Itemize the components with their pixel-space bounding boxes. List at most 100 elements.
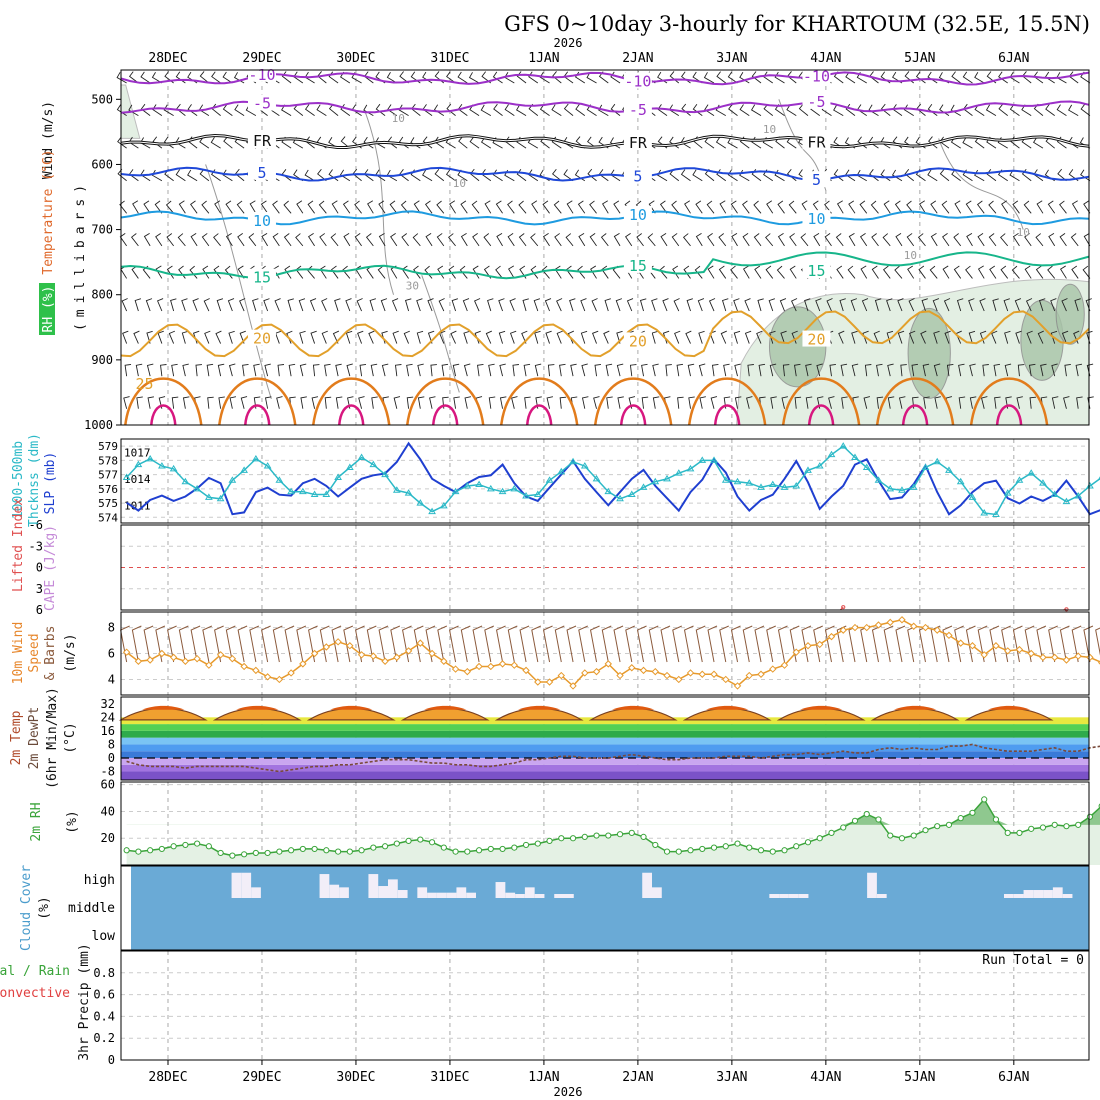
wind10-point [263, 673, 272, 681]
cloud-high-bar [241, 872, 252, 898]
cloud-high-bar [524, 887, 535, 898]
wind-barb [744, 330, 752, 344]
wind-barb [134, 298, 142, 312]
thickness-point [204, 493, 213, 500]
cloud-high-bar [378, 886, 388, 898]
wind-barb [593, 396, 600, 409]
wind-barb [716, 169, 727, 182]
wind-barb [182, 396, 190, 409]
wind-barb [274, 298, 281, 312]
wind-barb [998, 71, 1008, 84]
wind-barb [859, 200, 868, 214]
wind-barb [575, 104, 586, 116]
wind-barb [906, 200, 915, 214]
wind-barb [215, 330, 222, 344]
slp-tick-1014: 1014 [124, 473, 151, 486]
wind-barb [742, 233, 750, 247]
wind-barb [321, 298, 328, 312]
wind-barb [146, 363, 154, 377]
cloud-high-bar [564, 894, 574, 898]
precip-legend-rain: Total / Rain [0, 964, 70, 979]
temp-hump-core-1 [236, 705, 279, 710]
rh2m-point [264, 849, 271, 857]
temp-band-4 [121, 744, 1089, 752]
wind-barb [400, 200, 409, 214]
wind-barb [472, 233, 480, 247]
wind10-point [346, 642, 354, 650]
wind-barb [756, 330, 763, 344]
precip-tick-0: 0 [108, 1053, 115, 1067]
wind-barb [236, 200, 245, 214]
wind-barb [222, 104, 233, 116]
wind-barb [166, 265, 175, 279]
rh2m-point [922, 827, 929, 834]
wind-barb [281, 71, 292, 84]
wind-barb [894, 200, 903, 214]
wind-barb [648, 200, 656, 214]
wind10-point [381, 657, 389, 665]
wind10-point [733, 682, 742, 690]
thickness-point [240, 466, 248, 473]
wind-barb [1076, 396, 1083, 409]
wind10-barb [954, 625, 964, 663]
wind-barb [903, 104, 914, 116]
wind10-point [1074, 652, 1082, 660]
wind-barb [413, 265, 421, 279]
thickness-point [956, 477, 965, 485]
wind-barb [335, 396, 343, 409]
wind10-point [639, 666, 648, 675]
wind-barb [836, 265, 844, 279]
thickness-point [463, 482, 472, 489]
wind-barb [484, 200, 492, 214]
wind-barb [1025, 298, 1033, 312]
wind-barb [299, 330, 306, 344]
precip-tick-0.4: 0.4 [93, 1009, 115, 1023]
wind-barb [652, 396, 660, 409]
thickness-line [126, 445, 1100, 516]
thickness-point [275, 476, 284, 483]
wind-barb [942, 233, 950, 247]
thickness-point [757, 483, 765, 490]
rh2m-point [981, 796, 988, 803]
thickness-point [181, 477, 190, 485]
thickness-point [1015, 476, 1024, 483]
thickness-point [627, 490, 636, 498]
wind10-point [275, 675, 284, 684]
wind-barb [544, 298, 552, 312]
cloud-panel: high middle low [68, 865, 1090, 951]
thickness-point [251, 454, 260, 462]
top-date-label-2: 30DEC [336, 51, 375, 66]
rh2m-point [381, 843, 389, 850]
wind10-barb [519, 625, 530, 663]
wind-barb [124, 363, 132, 377]
temp2m-tick--8: -8 [101, 765, 115, 779]
wind-barb [199, 71, 210, 84]
wind10-barb [1012, 625, 1023, 663]
wind-barb [168, 330, 176, 344]
wind-barb [563, 103, 574, 116]
temp-contour-20 [120, 310, 1090, 358]
temp-band-1 [121, 764, 1089, 772]
wind-barb [177, 233, 186, 247]
cloud-high-bar [1013, 894, 1024, 898]
wind10-tick-8: 8 [108, 621, 115, 635]
wind-barb [988, 233, 997, 247]
wind-barb [698, 363, 706, 377]
wind-barb [224, 265, 233, 279]
wind-barb [873, 330, 880, 344]
bottom-date-label-4: 1JAN [528, 1070, 559, 1085]
wind-barb [264, 396, 272, 409]
wind-barb [953, 265, 962, 279]
wind-barb [438, 298, 445, 312]
wind10-point [1004, 647, 1012, 655]
temp-contour-30 [338, 404, 365, 426]
wind-barb [1029, 396, 1037, 409]
rh2m-point [746, 844, 753, 851]
wind-barb [629, 364, 637, 377]
wind10-barb [895, 625, 906, 663]
wind-barb [542, 200, 550, 214]
wind10-point [252, 666, 260, 675]
wind-barb [992, 298, 999, 312]
thickness-point [263, 462, 272, 469]
